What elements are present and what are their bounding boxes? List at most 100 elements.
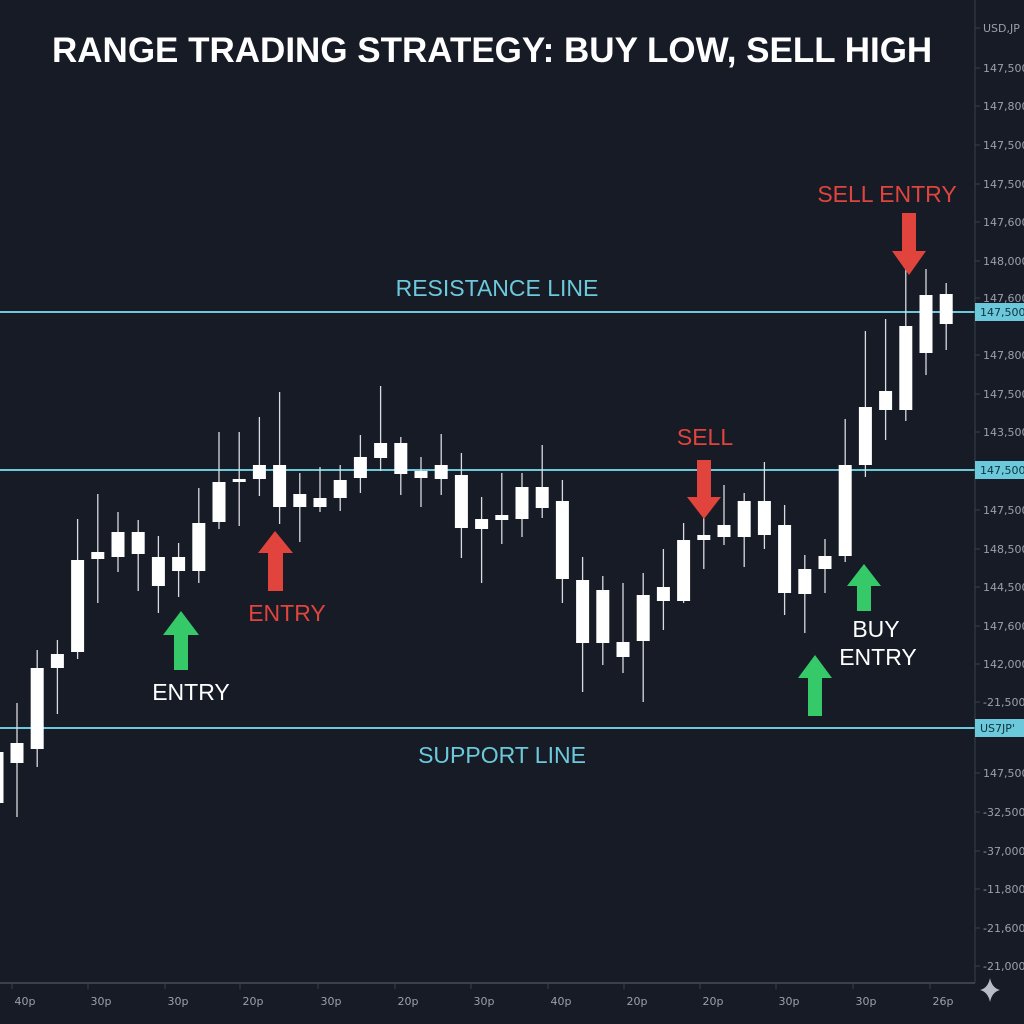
sell-entry-arrow-icon [892,213,926,275]
candle [475,497,489,583]
x-tick-label: 26p [933,995,954,1008]
candle-body [515,487,529,519]
candle-body [818,556,832,569]
candle-body [475,519,489,529]
y-tick-label: 147,500 [983,178,1024,191]
y-tick-label: 148,500 [983,543,1024,556]
candle [454,453,468,558]
candle-body [919,295,933,353]
candle-body [131,532,145,554]
candle-body [71,560,85,652]
candle [778,505,792,615]
y-tick-label: -21,000 [983,960,1024,973]
y-tick-label: 147,500 [983,504,1024,517]
price-tag [975,303,1024,321]
candle [495,473,509,544]
candle-body [596,590,610,643]
candle [515,473,529,537]
candle [111,512,125,572]
buy-arrow-icon [798,655,832,716]
candle-body [50,654,64,668]
y-tick-label: 142,000 [983,658,1024,671]
candle [879,319,893,440]
y-tick-label: -21,500 [983,696,1024,709]
candle-body [91,552,105,559]
x-tick-label: 30p [321,995,342,1008]
entry-label-red: ENTRY [248,600,326,626]
candle-body [858,407,872,465]
candle-body [30,668,44,749]
candle [636,573,650,702]
sell-arrow-icon [687,460,721,519]
candle-body [677,540,691,601]
candle [576,557,590,692]
candle-body [434,465,448,479]
entry-arrow-icon [258,531,293,591]
candle [656,549,670,630]
candle-body [535,487,549,508]
candle-body [939,294,953,324]
y-tick-label: 144,500 [983,581,1024,594]
candle [232,432,246,526]
candle [818,539,832,593]
candle [737,493,751,567]
price-tag [975,461,1024,479]
y-tick-label: 147,500 [983,388,1024,401]
candle-body [798,569,812,594]
candle [899,266,913,421]
candle [596,576,610,665]
y-tick-label: -21,600 [983,922,1024,935]
x-tick-label: 40p [551,995,572,1008]
y-tick-label: -37,000 [983,845,1024,858]
candle-body [454,475,468,528]
candle-body [0,752,4,803]
candle [757,462,771,549]
candle [333,465,347,511]
candle-body [636,595,650,641]
y-tick-label: 147,500 [983,767,1024,780]
candle-body [414,471,428,478]
candle-body [353,457,367,478]
y-tick-label: 147,500 [983,139,1024,152]
candle [677,523,691,603]
candle-body [555,501,569,579]
candle [50,640,64,714]
y-tick-label: -32,500 [983,806,1024,819]
candle-body [151,557,165,586]
candle [374,386,388,471]
buy-entry-label: ENTRY [839,644,917,670]
candle [192,488,206,583]
candle [858,331,872,477]
candle-body [192,523,206,571]
x-tick-label: 30p [168,995,189,1008]
candle-body [333,480,347,498]
candle-body [737,501,751,537]
y-tick-label: 147,600 [983,216,1024,229]
buy-label: BUY [852,616,899,642]
candle-body [495,515,509,520]
price-tag-label: US7JP' [980,722,1015,735]
candle-body [293,494,307,507]
x-tick-label: 20p [703,995,724,1008]
sparkle-icon[interactable] [980,978,1000,1002]
candle-body [899,326,913,410]
candle [10,703,24,817]
candle-body [879,391,893,410]
x-tick-label: 30p [91,995,112,1008]
entry-label: ENTRY [152,679,230,705]
x-tick-label: 20p [398,995,419,1008]
candle-body [757,501,771,535]
candle-body [374,443,388,458]
candle [838,419,852,562]
candle-body [778,525,792,593]
candle-body [273,465,287,507]
candle [273,392,287,524]
candle-body [616,642,630,657]
candle-body [656,587,670,601]
candle [293,473,307,542]
candle [172,543,186,597]
candle [414,457,428,507]
x-tick-label: 40p [15,995,36,1008]
candle [252,417,266,496]
candle [313,467,327,512]
